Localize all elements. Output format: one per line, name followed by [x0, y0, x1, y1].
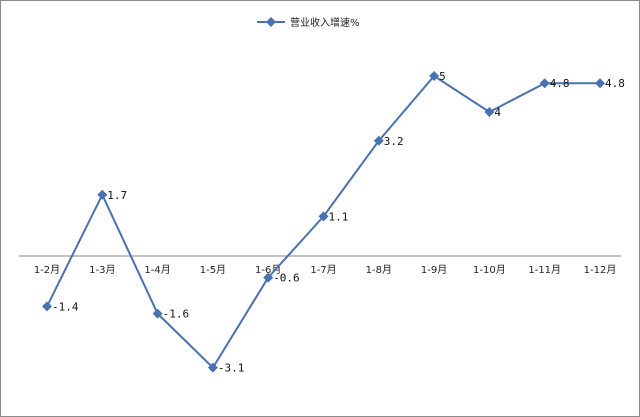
x-tick-label: 1-11月 — [528, 264, 561, 276]
data-point-marker — [207, 362, 218, 373]
data-labels: -1.4 1.7 -1.6 -3.1 -0.6 1.1 3.2 5 4 4.8 4.8 — [52, 70, 625, 375]
data-point-marker — [484, 107, 495, 117]
x-tick-label: 1-9月 — [421, 264, 447, 276]
x-tick-label: 1-7月 — [310, 264, 336, 276]
data-label: 1.1 — [329, 210, 349, 223]
data-label: 4.8 — [605, 77, 625, 90]
x-tick-label: 1-4月 — [144, 264, 170, 276]
x-tick-labels: 1-2月 1-3月 1-4月 1-5月 1-6月 1-7月 1-8月 1-9月 1-10月 1-1… — [34, 264, 617, 276]
data-label: -1.4 — [52, 300, 79, 313]
data-point-marker — [595, 78, 605, 89]
x-tick-label: 1-10月 — [473, 264, 506, 276]
x-tick-label: 1-8月 — [366, 264, 392, 276]
data-point-marker — [429, 71, 440, 81]
data-point-marker — [373, 135, 384, 146]
legend: 营业收入增速% — [257, 16, 360, 29]
data-point-marker — [318, 211, 329, 222]
x-tick-label: 1-12月 — [584, 264, 617, 276]
legend-diamond-icon — [266, 17, 276, 27]
series-markers — [42, 71, 605, 373]
data-label: -3.1 — [218, 362, 245, 375]
data-label: 3.2 — [384, 135, 404, 148]
x-tick-label: 1-3月 — [89, 264, 115, 276]
x-tick-label: 1-5月 — [200, 264, 226, 276]
legend-label: 营业收入增速% — [290, 16, 360, 29]
data-point-marker — [152, 308, 163, 319]
data-label: -0.6 — [273, 272, 300, 285]
x-tick-label: 1-6月 — [255, 264, 281, 276]
data-point-marker — [263, 272, 274, 283]
data-point-marker — [539, 78, 550, 89]
x-tick-label: 1-2月 — [34, 264, 60, 276]
series-line — [46, 74, 600, 370]
data-point-marker — [42, 301, 52, 312]
data-label: 5 — [439, 70, 446, 83]
data-label: 4.8 — [550, 77, 570, 90]
data-label: 1.7 — [107, 189, 127, 202]
data-point-marker — [97, 189, 108, 200]
data-label: 4 — [494, 106, 501, 119]
data-label: -1.6 — [163, 308, 190, 321]
